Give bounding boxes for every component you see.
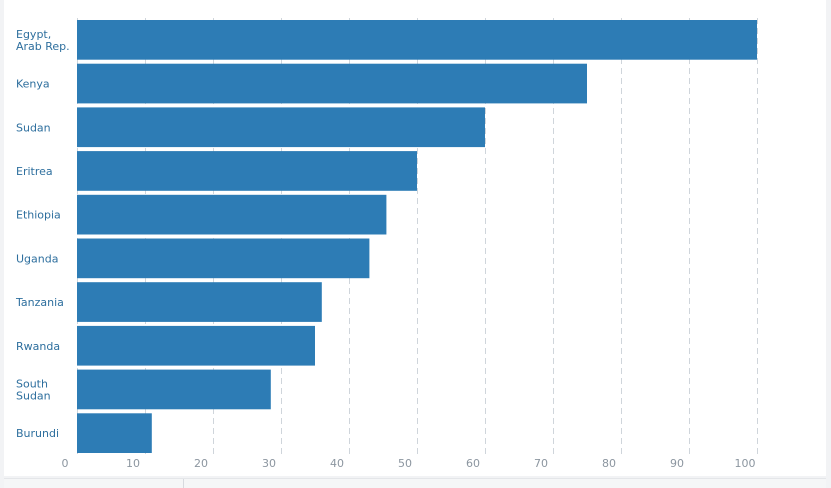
- bar-9[interactable]: [77, 413, 152, 453]
- category-label-line: Arab Rep.: [16, 40, 70, 53]
- bar-6[interactable]: [77, 282, 322, 322]
- category-label-line: Ethiopia: [16, 209, 61, 222]
- x-tick-label-30: 30: [262, 457, 276, 470]
- category-label-line: Uganda: [16, 252, 58, 265]
- category-label-4: Ethiopia: [16, 209, 61, 222]
- x-tick-label-100: 100: [735, 457, 756, 470]
- footer-divider: [183, 479, 184, 488]
- bar-5[interactable]: [77, 238, 370, 279]
- category-label-line: South: [16, 377, 48, 390]
- x-tick-label-80: 80: [602, 457, 616, 470]
- category-label-line: Egypt,: [16, 28, 51, 41]
- x-tick-label-10: 10: [126, 457, 140, 470]
- bar-3[interactable]: [77, 151, 417, 191]
- category-label-line: Rwanda: [16, 340, 60, 353]
- category-label-3: Eritrea: [16, 165, 53, 178]
- x-tick-label-90: 90: [670, 457, 684, 470]
- category-label-7: Rwanda: [16, 340, 60, 353]
- x-tick-label-40: 40: [330, 457, 344, 470]
- x-tick-label-50: 50: [398, 457, 412, 470]
- category-label-1: Kenya: [16, 78, 50, 91]
- category-label-2: Sudan: [16, 121, 51, 134]
- category-label-line: Eritrea: [16, 165, 53, 178]
- category-label-line: Kenya: [16, 78, 50, 91]
- category-label-0: Egypt, Arab Rep.: [16, 28, 70, 53]
- bar-2[interactable]: [77, 107, 485, 148]
- category-label-line: Tanzania: [15, 296, 64, 309]
- bar-4[interactable]: [77, 194, 387, 235]
- x-tick-label-20: 20: [194, 457, 208, 470]
- x-tick-label-70: 70: [534, 457, 548, 470]
- category-label-line: Sudan: [16, 389, 51, 402]
- bar-0[interactable]: [77, 20, 757, 60]
- bar-8[interactable]: [77, 369, 271, 410]
- x-tick-label-0: 0: [62, 457, 69, 470]
- category-label-9: Burundi: [16, 427, 59, 440]
- x-tick-label-60: 60: [466, 457, 480, 470]
- category-label-6: Tanzania: [15, 296, 64, 309]
- bar-1[interactable]: [77, 63, 587, 104]
- category-label-line: Sudan: [16, 121, 51, 134]
- category-label-line: Burundi: [16, 427, 59, 440]
- footer-strip: [4, 478, 826, 488]
- category-label-5: Uganda: [16, 252, 58, 265]
- category-label-8: South Sudan: [16, 377, 51, 402]
- bar-7[interactable]: [77, 325, 315, 366]
